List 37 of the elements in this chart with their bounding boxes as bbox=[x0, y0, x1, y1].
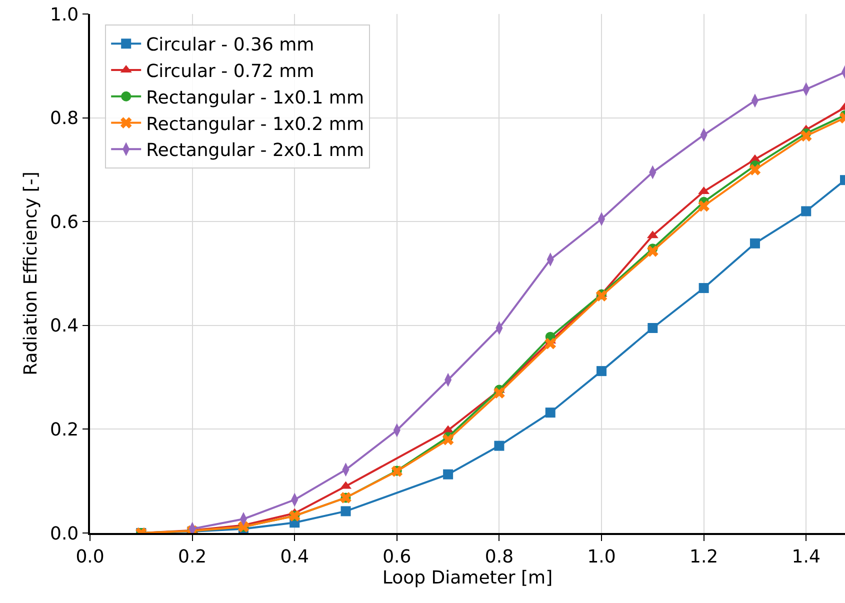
point bbox=[750, 238, 760, 248]
x-tick-label: 1.2 bbox=[690, 546, 718, 568]
y-tick-label: 0.2 bbox=[50, 420, 79, 440]
point bbox=[801, 206, 812, 216]
x-tick-label: 1.4 bbox=[792, 546, 820, 568]
x-axis-title: Loop Diameter [m] bbox=[382, 567, 553, 588]
point bbox=[494, 440, 504, 451]
x-tick-label: 0.8 bbox=[484, 546, 514, 568]
point bbox=[596, 366, 607, 376]
x-tick-label: 0.0 bbox=[76, 546, 104, 568]
legend-label: Rectangular - 1x0.1 mm bbox=[146, 87, 364, 108]
point bbox=[494, 387, 505, 399]
x-tick-label: 0.4 bbox=[280, 546, 309, 568]
point bbox=[698, 200, 710, 212]
x-tick-label: 0.6 bbox=[382, 546, 412, 568]
point bbox=[800, 130, 812, 142]
legend-label: Circular - 0.72 mm bbox=[146, 61, 314, 82]
legend-label: Rectangular - 1x0.2 mm bbox=[146, 114, 364, 135]
legend-label: Circular - 0.36 mm bbox=[146, 34, 314, 56]
y-axis-title: Radiation Efficiency [-] bbox=[20, 172, 42, 376]
y-tick-label: 0.0 bbox=[50, 523, 79, 544]
point bbox=[443, 469, 454, 480]
x-tick-label: 0.2 bbox=[178, 546, 207, 568]
x-tick-label: 1.0 bbox=[587, 546, 616, 568]
point bbox=[648, 323, 658, 333]
y-tick-label: 1.0 bbox=[50, 4, 79, 26]
point bbox=[698, 283, 709, 294]
point bbox=[544, 338, 556, 350]
y-tick-label: 0.6 bbox=[50, 212, 79, 233]
y-tick-label: 0.8 bbox=[50, 108, 79, 130]
y-tick-label: 0.4 bbox=[50, 316, 79, 337]
point bbox=[442, 434, 454, 446]
point bbox=[340, 506, 351, 516]
point bbox=[647, 246, 658, 257]
point bbox=[545, 408, 556, 418]
point bbox=[749, 164, 761, 176]
legend-label: Rectangular - 2x0.1 mm bbox=[146, 140, 364, 162]
